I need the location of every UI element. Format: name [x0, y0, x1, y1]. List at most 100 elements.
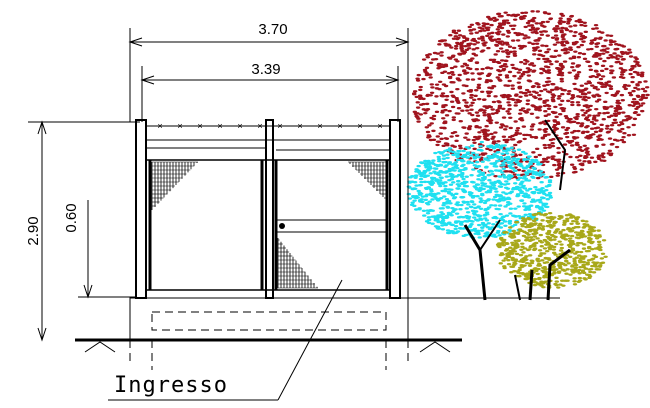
leaf: [546, 133, 551, 136]
leaf: [568, 57, 573, 60]
leaf: [443, 42, 448, 45]
leaf: [598, 57, 603, 60]
leaf: [570, 103, 575, 107]
wire-barb: ×: [257, 121, 262, 131]
leaf: [635, 83, 640, 86]
leaf: [448, 183, 454, 186]
leaf: [531, 70, 536, 73]
leaf: [475, 46, 480, 50]
leaf: [426, 134, 432, 137]
leaf: [535, 116, 540, 119]
leaf: [592, 53, 598, 57]
leaf: [554, 242, 559, 246]
leaf: [546, 80, 552, 83]
leaf: [559, 235, 565, 239]
leaf: [601, 239, 607, 242]
leaf: [520, 260, 526, 264]
leaf: [535, 237, 540, 240]
leaf: [569, 214, 574, 217]
leaf: [429, 83, 434, 86]
leaf: [560, 34, 566, 37]
leaf: [460, 159, 465, 163]
leaf: [600, 83, 605, 86]
leaf: [563, 238, 568, 241]
leaf: [505, 110, 510, 113]
wire-barb: ×: [297, 121, 302, 131]
leaf: [638, 104, 644, 107]
leaf: [545, 257, 550, 260]
leaf: [558, 103, 563, 106]
leaf: [585, 130, 590, 134]
leaf: [476, 174, 481, 177]
leaf: [546, 12, 552, 15]
leaf: [545, 197, 550, 201]
leaf: [425, 174, 430, 177]
leaf: [554, 86, 559, 89]
leaf: [538, 162, 543, 166]
leaf: [530, 259, 535, 263]
leaf: [524, 275, 529, 278]
leaf: [448, 202, 453, 205]
leaf: [443, 64, 448, 67]
leaf: [635, 71, 640, 74]
leaf: [544, 44, 549, 48]
leaf: [518, 117, 523, 121]
leaf: [595, 93, 600, 96]
leaf: [523, 110, 529, 113]
leaf: [451, 197, 457, 200]
leaf: [581, 130, 586, 134]
leaf: [511, 235, 516, 239]
leaf: [445, 206, 451, 209]
leaf: [416, 73, 421, 77]
leaf: [527, 218, 533, 221]
leaf: [504, 76, 510, 79]
leaf: [501, 161, 506, 165]
leaf: [496, 32, 501, 36]
leaf: [474, 89, 479, 92]
leaf: [440, 224, 445, 227]
leaf: [468, 89, 474, 92]
trunk: [479, 219, 501, 251]
leaf: [548, 238, 554, 242]
leaf: [496, 207, 501, 211]
leaf: [640, 87, 646, 91]
leaf: [416, 120, 421, 123]
leaf: [618, 55, 624, 58]
leaf: [465, 151, 471, 154]
leaf: [595, 42, 601, 45]
leaf: [538, 208, 544, 211]
leaf: [458, 146, 463, 150]
leaf: [471, 216, 477, 219]
leaf: [456, 112, 461, 115]
leaf: [516, 173, 521, 177]
leaf: [564, 40, 569, 43]
leaf: [500, 124, 506, 127]
leaf: [543, 130, 548, 133]
leaf: [469, 104, 474, 107]
leaf: [539, 33, 545, 36]
leaf: [417, 184, 423, 187]
leaf: [579, 255, 585, 258]
leaf: [418, 198, 423, 202]
leaf: [475, 214, 481, 217]
leaf: [506, 101, 511, 104]
leaf: [508, 246, 513, 249]
leaf: [451, 166, 456, 170]
leaf: [581, 265, 586, 269]
leaf: [475, 114, 481, 117]
leaf: [620, 99, 625, 102]
dimension-gate-width: 3.39: [140, 61, 400, 122]
leaf: [496, 69, 501, 72]
leaf: [413, 176, 418, 179]
leaf: [477, 77, 482, 80]
leaf: [512, 50, 517, 53]
leaf: [539, 89, 544, 93]
leaf: [594, 237, 600, 240]
leaf: [569, 229, 574, 233]
leaf: [490, 162, 495, 165]
leaf: [448, 75, 453, 79]
leaf: [476, 85, 481, 89]
leaf: [532, 277, 538, 281]
leaf: [549, 244, 554, 247]
leaf: [504, 41, 510, 45]
